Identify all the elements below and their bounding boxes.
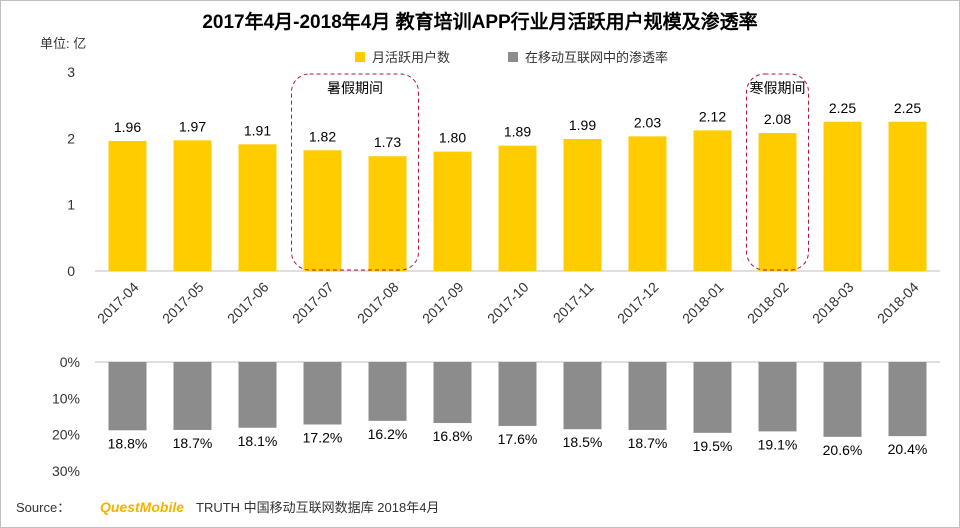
bottom-bars (108, 362, 927, 437)
x-category-label: 2018-04 (874, 279, 922, 327)
source-text: TRUTH 中国移动互联网数据库 2018年4月 (196, 500, 439, 515)
annotations: 暑假期间 寒假期间 (291, 73, 809, 271)
mau-bar (693, 130, 732, 271)
bottom-y-tick-label: 30% (52, 463, 80, 479)
mau-bar (238, 144, 277, 271)
mau-bar (888, 121, 927, 271)
mau-value-label: 2.12 (699, 108, 726, 124)
annotation-box (746, 73, 809, 271)
penetration-bar (108, 362, 147, 431)
top-y-tick-label: 2 (67, 130, 75, 146)
mau-value-label: 1.82 (309, 128, 336, 144)
top-value-labels: 1.96 1.97 1.91 1.82 1.73 1.80 1.89 1.99 2.03 2.12… (114, 100, 921, 150)
penetration-bar (628, 362, 667, 430)
penetration-value-label: 18.8% (108, 435, 148, 451)
mau-value-label: 1.97 (179, 118, 206, 134)
penetration-value-label: 18.7% (173, 435, 213, 451)
bottom-y-tick-label: 20% (52, 427, 80, 443)
penetration-bar (758, 362, 797, 432)
mau-bar (628, 136, 667, 271)
penetration-bar (303, 362, 342, 425)
top-y-tick-label: 1 (67, 197, 75, 213)
top-bars (108, 121, 927, 271)
source-prefix: Source： (16, 500, 70, 515)
x-category-label: 2018-03 (809, 279, 857, 327)
x-category-label: 2017-08 (354, 279, 402, 327)
x-category-label: 2017-06 (224, 279, 272, 327)
annotation-label: 寒假期间 (750, 80, 806, 96)
legend-label-mau: 月活跃用户数 (372, 50, 450, 65)
penetration-bar (563, 362, 602, 430)
x-category-label: 2017-12 (614, 279, 662, 327)
legend-label-penetration: 在移动互联网中的渗透率 (525, 50, 668, 65)
bottom-y-axis: 0% 10% 20% 30% (52, 354, 940, 479)
penetration-value-label: 17.2% (303, 429, 343, 445)
mau-bar (563, 138, 602, 271)
x-category-label: 2017-05 (159, 279, 207, 327)
mau-bar (823, 121, 862, 271)
penetration-value-label: 17.6% (498, 431, 538, 447)
mau-value-label: 1.89 (504, 124, 531, 140)
penetration-value-label: 16.2% (368, 426, 408, 442)
mau-value-label: 2.25 (894, 100, 921, 116)
penetration-bar (823, 362, 862, 437)
x-category-label: 2018-01 (679, 279, 727, 327)
mau-bar (173, 140, 212, 271)
mau-bar (498, 145, 537, 271)
penetration-value-label: 18.7% (628, 435, 668, 451)
mau-bar (433, 151, 472, 271)
annotation-box (291, 73, 419, 271)
mau-value-label: 2.08 (764, 111, 791, 127)
top-y-tick-label: 3 (67, 64, 75, 80)
penetration-value-label: 18.1% (238, 433, 278, 449)
legend-swatch-mau (355, 52, 365, 62)
penetration-value-label: 19.5% (693, 438, 733, 454)
penetration-bar (368, 362, 407, 421)
mau-value-label: 1.80 (439, 130, 466, 146)
mau-bar (108, 140, 147, 271)
penetration-value-label: 19.1% (758, 436, 798, 452)
mau-value-label: 1.73 (374, 134, 401, 150)
x-axis-categories: 2017-04 2017-05 2017-06 2017-07 2017-08 2017-… (94, 279, 922, 327)
x-category-label: 2017-04 (94, 279, 142, 327)
bottom-y-tick-label: 10% (52, 390, 80, 406)
chart-title: 2017年4月-2018年4月 教育培训APP行业月活跃用户规模及渗透率 (202, 10, 757, 33)
mau-value-label: 2.03 (634, 114, 661, 130)
penetration-value-label: 20.4% (888, 441, 928, 457)
x-category-label: 2018-02 (744, 279, 792, 327)
x-category-label: 2017-09 (419, 279, 467, 327)
source-brand-logo: QuestMobile (100, 499, 184, 515)
mau-value-label: 1.91 (244, 122, 271, 138)
penetration-bar (498, 362, 537, 426)
penetration-value-label: 20.6% (823, 442, 863, 458)
penetration-bar (433, 362, 472, 424)
penetration-value-label: 16.8% (433, 428, 473, 444)
legend-swatch-penetration (508, 52, 518, 62)
mau-bar (303, 150, 342, 271)
x-category-label: 2017-10 (484, 279, 532, 327)
penetration-bar (173, 362, 212, 430)
mau-value-label: 2.25 (829, 100, 856, 116)
legend: 月活跃用户数 在移动互联网中的渗透率 (355, 50, 668, 65)
mau-bar (368, 156, 407, 271)
penetration-bar (693, 362, 732, 433)
mau-value-label: 1.96 (114, 119, 141, 135)
mau-bar (758, 133, 797, 271)
bottom-value-labels: 18.8% 18.7% 18.1% 17.2% 16.2% 16.8% 17.6% 18.5%… (108, 426, 928, 458)
x-category-label: 2017-11 (550, 279, 597, 326)
annotation-label: 暑假期间 (327, 80, 383, 96)
mau-value-label: 1.99 (569, 117, 596, 133)
top-y-tick-label: 0 (67, 263, 75, 279)
penetration-value-label: 18.5% (563, 434, 603, 450)
x-category-label: 2017-07 (289, 279, 337, 327)
bottom-y-tick-label: 0% (60, 354, 80, 370)
penetration-bar (888, 362, 927, 437)
unit-label: 单位: 亿 (40, 36, 86, 51)
penetration-bar (238, 362, 277, 428)
